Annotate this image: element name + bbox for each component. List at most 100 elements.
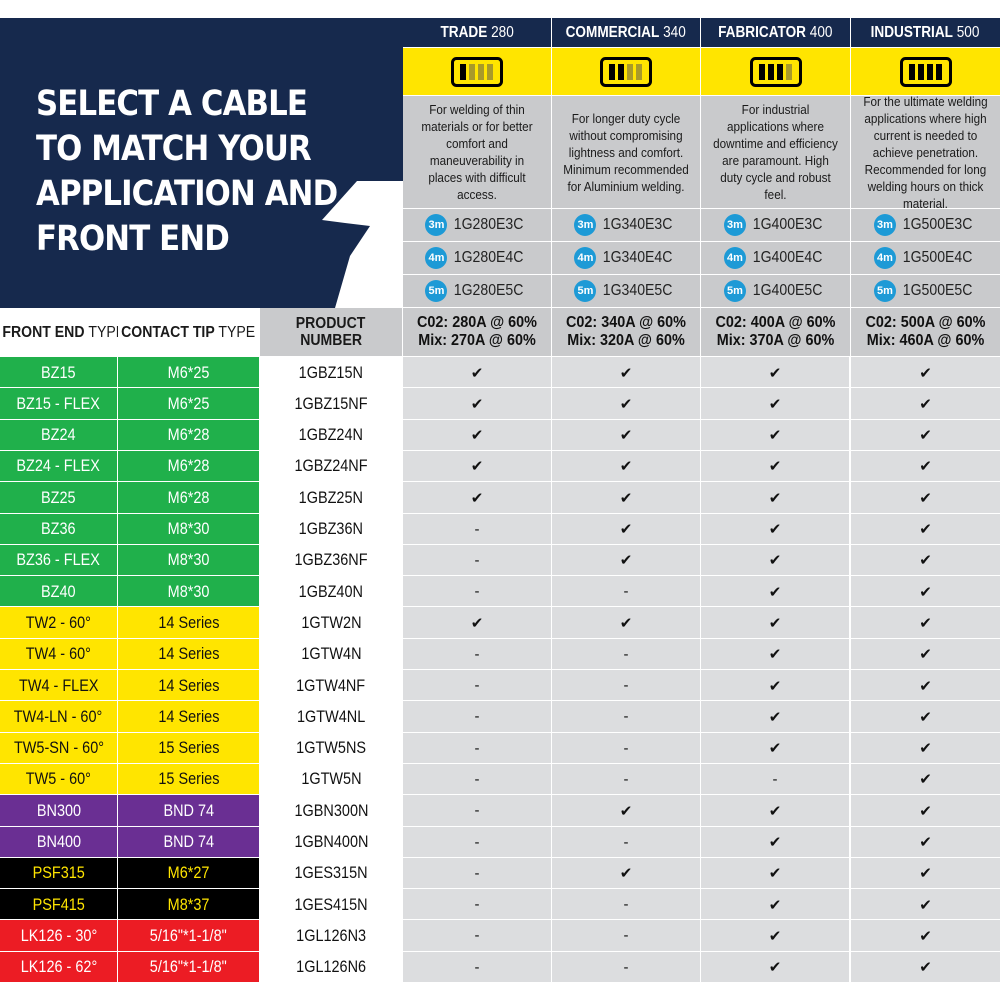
front-end-cell: BZ15 - FLEX (0, 388, 117, 420)
check-icon: ✔ (701, 670, 849, 701)
row-divider (0, 794, 1000, 796)
rating-mix: Mix: 270A @ 60% (418, 332, 536, 349)
check-icon: ✔ (851, 419, 1000, 451)
check-icon: ✔ (552, 513, 700, 545)
table-row: PSF315 M6*27 1GES315N - ✔ ✔ ✔ (0, 857, 1000, 889)
product-code-cell: 4m 1G400E4C (701, 242, 850, 274)
front-end-cell: TW4-LN - 60° (0, 701, 117, 733)
check-icon: ✔ (701, 388, 849, 420)
cable-gauge-icon (600, 56, 652, 87)
check-icon: ✔ (403, 482, 551, 514)
rating-co2: C02: 500A @ 60% (865, 314, 986, 331)
length-badge: 3m (723, 214, 746, 236)
contact-tip-cell: BND 74 (118, 795, 259, 827)
check-icon: ✔ (851, 544, 1000, 576)
product-number-header: PRODUCT NUMBER (260, 308, 402, 356)
row-divider (0, 950, 1000, 952)
check-icon: ✔ (403, 388, 551, 420)
not-compatible-mark: - (552, 576, 700, 608)
table-row: TW4 - 60° 14 Series 1GTW4N - - ✔ ✔ (0, 638, 1000, 670)
model-description-text: For the ultimate welding applications wh… (863, 93, 988, 211)
check-icon: ✔ (552, 795, 700, 827)
gauge-bar (758, 63, 765, 80)
check-icon: ✔ (701, 607, 849, 639)
contact-tip-cell: BND 74 (118, 826, 259, 858)
product-number-cell: 1GTW5N (260, 763, 402, 795)
cable-gauge-icon (749, 56, 802, 87)
table-row: BN300 BND 74 1GBN300N - ✔ ✔ ✔ (0, 795, 1000, 827)
contact-tip-cell: M6*28 (118, 419, 259, 451)
check-icon: ✔ (403, 607, 551, 639)
check-icon: ✔ (701, 951, 849, 983)
table-row: PSF415 M8*37 1GES415N - - ✔ ✔ (0, 889, 1000, 921)
model-description: For the ultimate welding applications wh… (851, 94, 1000, 211)
front-end-cell: PSF415 (0, 889, 117, 921)
table-row: BZ36 - FLEX M8*30 1GBZ36NF - ✔ ✔ ✔ (0, 544, 1000, 576)
check-icon: ✔ (851, 513, 1000, 545)
contact-tip-cell: 14 Series (118, 670, 259, 701)
product-number-cell: 1GBZ15N (260, 357, 402, 388)
not-compatible-mark: - (552, 889, 700, 921)
table-row: BZ15 - FLEX M6*25 1GBZ15NF ✔ ✔ ✔ ✔ (0, 388, 1000, 420)
not-compatible-mark: - (403, 513, 551, 545)
length-badge: 5m (574, 280, 597, 302)
front-end-cell: LK126 - 30° (0, 920, 117, 952)
check-icon: ✔ (851, 670, 1000, 701)
product-code-cell: 5m 1G280E5C (403, 275, 551, 307)
check-icon: ✔ (701, 576, 849, 608)
table-row: BZ25 M6*28 1GBZ25N ✔ ✔ ✔ ✔ (0, 482, 1000, 514)
row-divider (0, 825, 1000, 827)
check-icon: ✔ (701, 701, 849, 733)
not-compatible-mark: - (552, 920, 700, 952)
title-line: TO MATCH YOUR (36, 129, 312, 169)
product-number-cell: 1GL126N3 (260, 920, 402, 952)
front-end-cell: PSF315 (0, 857, 117, 889)
model-gauge (851, 48, 1000, 95)
rating-mix: Mix: 460A @ 60% (866, 332, 985, 349)
model-description: For industrial applications where downti… (701, 96, 850, 208)
row-divider (0, 856, 1000, 858)
not-compatible-mark: - (552, 763, 700, 795)
product-code-cell: 5m 1G500E5C (851, 275, 1000, 307)
not-compatible-mark: - (701, 763, 849, 795)
not-compatible-mark: - (552, 638, 700, 670)
cable-gauge-icon (899, 56, 952, 87)
product-code: 1G340E3C (603, 216, 673, 233)
length-badge: 5m (723, 280, 746, 302)
gauge-bar (776, 63, 783, 80)
product-number-cell: 1GBZ24NF (260, 450, 402, 482)
check-icon: ✔ (851, 951, 1000, 983)
product-code-cell: 3m 1G340E3C (552, 209, 700, 241)
length-badge: 5m (425, 280, 448, 302)
row-divider (0, 700, 1000, 702)
model-rating: C02: 500A @ 60% Mix: 460A @ 60% (851, 308, 1000, 356)
product-number-cell: 1GES315N (260, 857, 402, 889)
check-icon: ✔ (701, 732, 849, 764)
gauge-bar (460, 63, 466, 80)
not-compatible-mark: - (403, 763, 551, 795)
product-number-cell: 1GBZ15NF (260, 388, 402, 420)
product-code-cell: 3m 1G400E3C (701, 209, 850, 241)
row-divider (0, 418, 1000, 420)
front-end-cell: BN300 (0, 795, 117, 827)
table-row: BZ24 M6*28 1GBZ24N ✔ ✔ ✔ ✔ (0, 419, 1000, 451)
product-code: 1G400E5C (752, 282, 823, 299)
gauge-bar (469, 63, 475, 80)
gauge-bar (627, 63, 633, 80)
product-code-cell: 4m 1G280E4C (403, 242, 551, 274)
gauge-bar (908, 63, 915, 80)
product-code: 1G500E4C (902, 249, 973, 266)
row-divider (0, 982, 1000, 983)
length-badge: 4m (425, 247, 448, 269)
rating-co2: C02: 400A @ 60% (715, 314, 836, 331)
table-row: BZ40 M8*30 1GBZ40N - - ✔ ✔ (0, 576, 1000, 608)
row-divider (0, 575, 1000, 577)
check-icon: ✔ (701, 857, 849, 889)
page-title: SELECT A CABLE TO MATCH YOUR APPLICATION… (36, 82, 378, 262)
product-code: 1G340E4C (603, 249, 673, 266)
model-rating: C02: 340A @ 60% Mix: 320A @ 60% (552, 308, 700, 356)
model-rating: C02: 400A @ 60% Mix: 370A @ 60% (701, 308, 850, 356)
not-compatible-mark: - (403, 951, 551, 983)
table-row: LK126 - 62° 5/16"*1-1/8" 1GL126N6- - ✔ ✔ (0, 951, 1000, 983)
model-description: For welding of thin materials or for bet… (403, 96, 551, 208)
